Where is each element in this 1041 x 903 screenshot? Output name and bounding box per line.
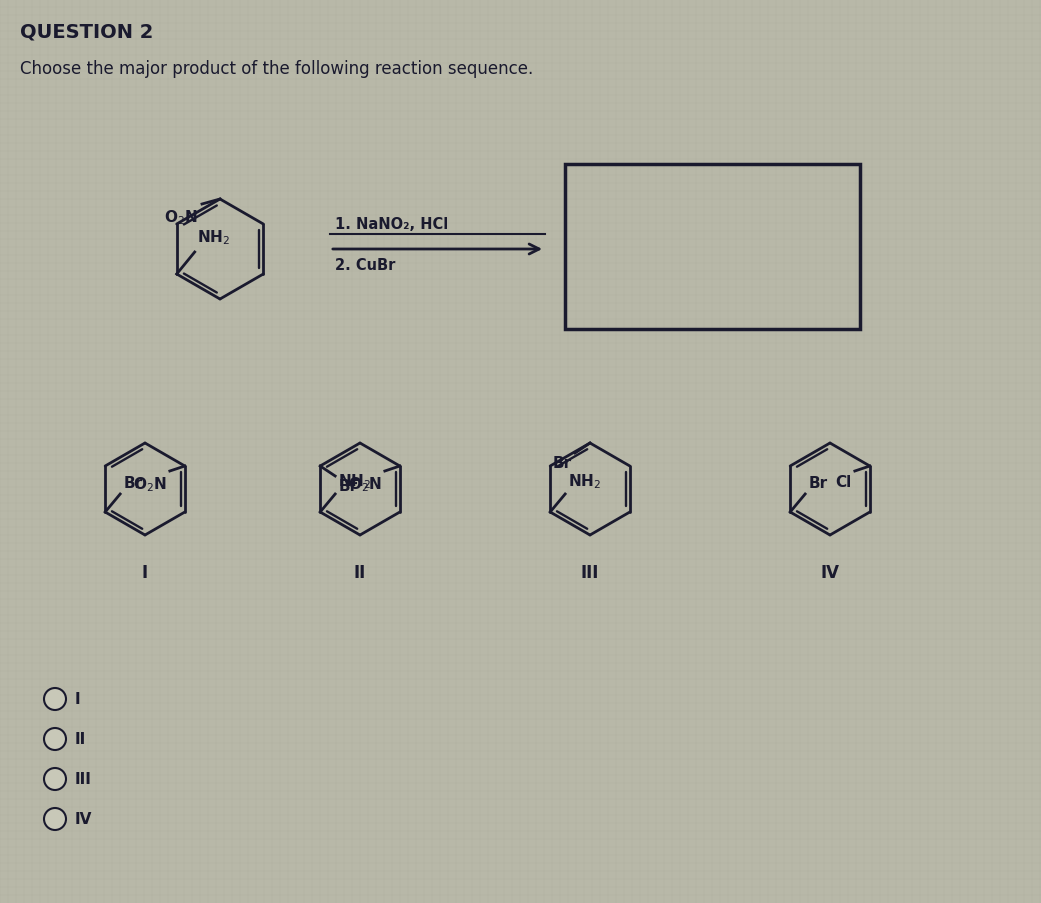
Text: I: I (142, 563, 148, 582)
Text: O$_2$N: O$_2$N (133, 474, 167, 493)
Text: IV: IV (75, 812, 93, 826)
Text: O$_2$N: O$_2$N (348, 474, 382, 493)
Text: I: I (75, 692, 80, 707)
Text: IV: IV (820, 563, 839, 582)
Text: NH$_2$: NH$_2$ (568, 471, 601, 490)
Text: Br: Br (553, 455, 572, 470)
Text: 1. NaNO₂, HCl: 1. NaNO₂, HCl (335, 217, 449, 232)
Circle shape (44, 728, 66, 750)
Text: III: III (581, 563, 600, 582)
Text: 2. CuBr: 2. CuBr (335, 257, 396, 273)
Text: II: II (75, 731, 86, 747)
Text: NH$_2$: NH$_2$ (197, 228, 230, 247)
Text: Br: Br (338, 479, 357, 493)
Text: Choose the major product of the following reaction sequence.: Choose the major product of the followin… (20, 60, 533, 78)
Text: II: II (354, 563, 366, 582)
Text: Br: Br (123, 476, 143, 490)
Circle shape (44, 768, 66, 790)
Text: III: III (75, 772, 92, 787)
Bar (565, 165, 860, 330)
Text: NH$_2$: NH$_2$ (338, 471, 372, 490)
Circle shape (44, 808, 66, 830)
Circle shape (44, 688, 66, 711)
Text: Cl: Cl (836, 474, 852, 489)
Text: QUESTION 2: QUESTION 2 (20, 22, 153, 41)
Text: O$_2$N: O$_2$N (164, 208, 198, 227)
Text: Br: Br (808, 476, 828, 490)
